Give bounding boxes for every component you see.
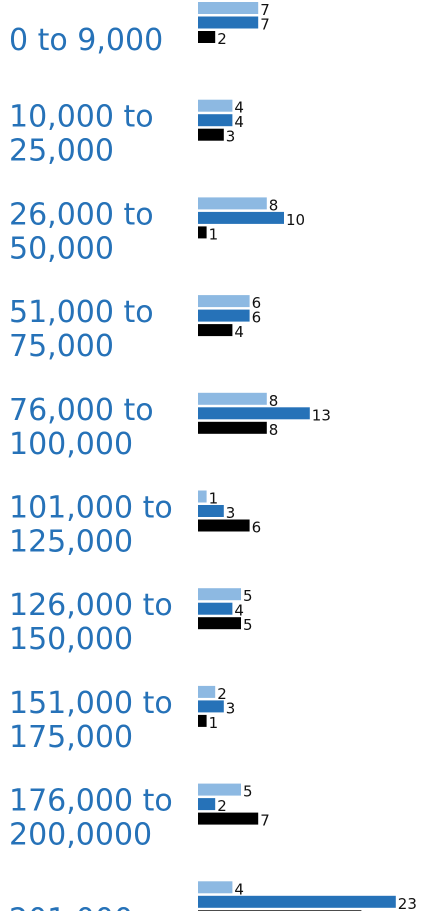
data-label: 8: [269, 421, 279, 439]
data-label: 5: [243, 783, 253, 801]
bar: [198, 588, 241, 601]
bar: [198, 31, 216, 43]
data-label: 7: [260, 16, 270, 34]
bar: [198, 211, 284, 224]
data-label: 5: [243, 587, 253, 605]
data-label: 1: [209, 490, 219, 508]
bar: [198, 490, 207, 503]
category-label: 125,000: [9, 525, 133, 560]
bar: [198, 714, 207, 727]
data-label: 4: [234, 113, 244, 131]
data-label: 6: [252, 294, 262, 312]
data-label: 6: [252, 309, 262, 327]
category-label: 175,000: [9, 720, 133, 755]
category-label: 151,000 to: [9, 686, 173, 721]
data-label: 1: [209, 714, 219, 732]
data-label: 3: [226, 504, 236, 522]
data-label: 7: [260, 812, 270, 830]
bar: [198, 895, 396, 908]
bar: [198, 99, 233, 112]
bar: [198, 309, 250, 322]
category-label: 75,000: [9, 329, 114, 364]
category-label: 26,000 to: [9, 197, 154, 232]
data-label: 1: [209, 225, 219, 243]
bar: [198, 519, 250, 532]
bar: [198, 114, 233, 127]
bar: [198, 392, 267, 405]
data-label: 13: [312, 406, 331, 424]
bar: [198, 881, 233, 894]
bar: [198, 505, 224, 517]
category-label: 51,000 to: [9, 295, 154, 330]
bar: [198, 407, 310, 420]
bar: [198, 617, 241, 630]
category-label: 101,000 to: [9, 491, 173, 526]
bar: [198, 783, 241, 796]
data-label: 3: [226, 128, 236, 146]
category-group: 201,000 up 4 23 19: [9, 880, 417, 911]
category-label: 176,000 to: [9, 784, 173, 819]
data-label: 8: [269, 196, 279, 214]
bar: [198, 16, 259, 29]
bar: [198, 2, 259, 14]
category-label: 201,000 up: [9, 902, 181, 911]
category-group: 0 to 9,000 77 2: [9, 1, 270, 58]
bar: [198, 421, 267, 434]
bar: [198, 812, 259, 825]
category-label: 150,000: [9, 622, 133, 657]
bar: [198, 226, 207, 239]
data-label: 7: [260, 1, 270, 19]
data-label: 2: [217, 30, 227, 48]
data-label: 5: [243, 616, 253, 634]
data-label: 6: [252, 519, 262, 537]
data-label: 23: [398, 895, 417, 911]
data-label: 19: [363, 909, 382, 911]
bar: [198, 295, 250, 308]
data-label: 8: [269, 392, 279, 410]
data-label: 2: [217, 797, 227, 815]
data-label: 3: [226, 699, 236, 717]
category-label: 200,0000: [9, 818, 152, 853]
bar: [198, 602, 233, 615]
category-label: 126,000 to: [9, 588, 173, 623]
bar: [198, 798, 216, 811]
category-label: 100,000: [9, 427, 133, 462]
category-label: 10,000 to: [9, 100, 154, 135]
data-label: 4: [234, 99, 244, 117]
category-label: 0 to 9,000: [9, 23, 163, 58]
data-label: 4: [234, 602, 244, 620]
bar: [198, 324, 233, 337]
category-label: 76,000 to: [9, 393, 154, 428]
bar: [198, 197, 267, 210]
data-label: 10: [286, 211, 305, 229]
bar: [198, 685, 216, 698]
data-label: 4: [234, 880, 244, 898]
data-label: 4: [234, 323, 244, 341]
bar: [198, 700, 224, 713]
category-label: 25,000: [9, 134, 114, 169]
category-label: 50,000: [9, 231, 114, 266]
bar: [198, 128, 224, 141]
data-label: 2: [217, 685, 227, 703]
